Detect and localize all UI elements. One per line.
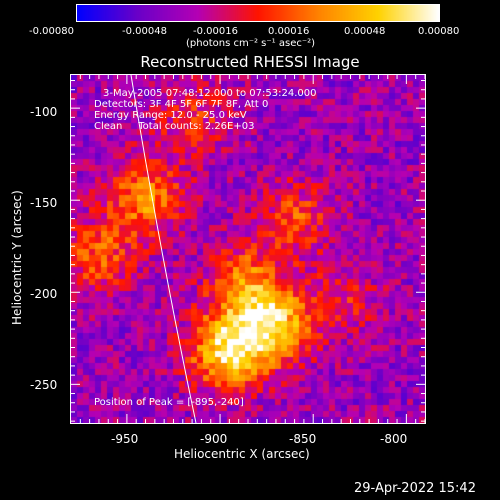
colorbar-units: (photons cm⁻² s⁻¹ asec⁻²) — [186, 38, 316, 49]
plot-frame — [70, 74, 426, 424]
x-tick-label: -800 — [380, 432, 408, 446]
y-tick-label: -250 — [30, 378, 58, 392]
x-tick-label: -850 — [289, 432, 317, 446]
colorbar-tick: -0.00016 — [193, 26, 238, 37]
y-tick-label: -200 — [30, 287, 58, 301]
x-axis-label: Heliocentric X (arcsec) — [174, 447, 310, 461]
timestamp: 29-Apr-2022 15:42 — [354, 481, 476, 496]
colorbar-tick: -0.00048 — [122, 26, 167, 37]
y-tick-label: -100 — [30, 105, 58, 119]
y-tick-label: -150 — [30, 196, 58, 210]
x-tick-label: -900 — [200, 432, 228, 446]
annotation-time: 3-May-2005 07:48:12.000 to 07:53:24.000 — [103, 88, 317, 99]
annotation-clean: Clean Total counts: 2.26E+03 — [94, 121, 255, 132]
x-tick-label: -950 — [111, 432, 139, 446]
annotation-energy: Energy Range: 12.0 - 25.0 keV — [94, 110, 247, 121]
colorbar-tick: 0.00080 — [418, 26, 460, 37]
annotation-detectors: Detectors: 3F 4F 5F 6F 7F 8F, Att 0 — [94, 99, 269, 110]
chart-title: Reconstructed RHESSI Image — [140, 53, 360, 71]
axis-ticks — [71, 75, 426, 423]
peak-position-label: Position of Peak = [-895,-240] — [94, 397, 244, 408]
solar-limb-line — [130, 74, 197, 424]
heatmap-image — [71, 75, 425, 423]
colorbar-tick: 0.00048 — [344, 26, 386, 37]
colorbar — [76, 4, 440, 22]
colorbar-tick: -0.00080 — [29, 26, 74, 37]
y-axis-label: Heliocentric Y (arcsec) — [10, 190, 24, 325]
colorbar-tick: 0.00016 — [268, 26, 310, 37]
